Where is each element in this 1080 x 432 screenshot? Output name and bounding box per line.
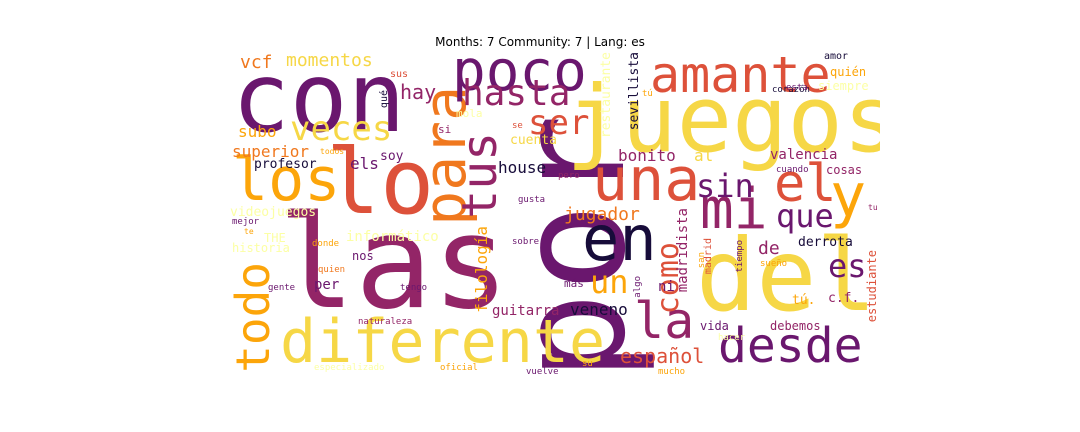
word-te: te (244, 227, 254, 236)
word-mucho: mucho (658, 367, 686, 377)
word-house: house (498, 158, 547, 177)
word-oficial: oficial (440, 363, 478, 373)
word-sevillista: sevillista (627, 52, 642, 131)
word-vida: vida (700, 319, 729, 333)
word-pero: pero (558, 171, 580, 181)
word-en: en (582, 202, 657, 275)
word-ser: ser (528, 103, 590, 143)
word-donde: donde (312, 239, 340, 249)
word-gusta: gusta (518, 195, 546, 205)
word-informático: informático (346, 229, 439, 245)
word-quién: quién (830, 65, 867, 79)
word-la: la (634, 292, 695, 350)
word-bonito: bonito (618, 146, 676, 165)
word-una: una (592, 145, 701, 215)
word-amante: amante (650, 50, 831, 104)
word-algo: algo (633, 276, 643, 298)
word-filología: filología (472, 226, 491, 313)
word-si: si (438, 123, 452, 136)
word-profesor: profesor (254, 157, 317, 172)
word-c.f.: c.f. (828, 291, 860, 306)
word-un: un (590, 263, 629, 301)
word-quien: quien (318, 265, 346, 275)
word-todo: todo (230, 262, 280, 373)
word-historia: historia (232, 241, 290, 255)
word-sus: sus (390, 69, 409, 80)
word-cuando: cuando (776, 165, 809, 175)
word-al: al (694, 146, 714, 165)
word-el: el (774, 154, 837, 214)
word-hasta: hasta (462, 73, 571, 114)
word-mi: mi (700, 177, 768, 242)
word-tus: tus (452, 132, 508, 219)
word-gente: gente (268, 283, 296, 293)
word-veneno: veneno (570, 300, 628, 319)
word-especializado: especializado (314, 363, 385, 373)
word-tiempo: tiempo (735, 240, 745, 273)
word-desde: desde (718, 318, 863, 374)
word-restaurante: restaurante (599, 52, 614, 139)
word-con: con (232, 50, 406, 154)
word-hacer: hacer (718, 333, 746, 343)
word-veces: veces (290, 109, 393, 149)
word-sueño: sueño (760, 259, 788, 269)
word-valencia: valencia (770, 147, 838, 163)
word-amor: amor (824, 51, 849, 62)
word-derrota: derrota (798, 235, 853, 250)
word-estudiante: estudiante (865, 250, 879, 323)
word-ni: ni (658, 279, 675, 295)
word-poco: poco (452, 50, 587, 104)
word-per: per (314, 277, 340, 293)
word-hay: hay (400, 80, 437, 104)
word-jugador: jugador (564, 204, 640, 225)
word-cuenta: cuenta (510, 133, 557, 148)
word-corazón: corazón (772, 85, 810, 95)
word-vcf: vcf (240, 52, 273, 73)
word-su: su (582, 359, 593, 369)
word-mola: mola (456, 107, 483, 120)
word-debemos: debemos (770, 319, 821, 333)
word-siempre: siempre (818, 79, 869, 93)
chart-title: Months: 7 Community: 7 | Lang: es (435, 35, 645, 49)
word-es: es (828, 247, 867, 285)
word-cloud: por las juegos con del lo diferente para… (230, 50, 880, 376)
word-más: más (564, 277, 584, 290)
word-mejor: mejor (232, 217, 260, 227)
word-tu: tu (868, 203, 878, 212)
word-los: los (232, 145, 341, 215)
word-se: se (512, 121, 523, 131)
word-sobre: sobre (512, 237, 540, 247)
word-els: els (350, 154, 379, 173)
word-lo: lo (326, 130, 435, 235)
word-guitarra: guitarra (492, 303, 560, 319)
word-esta: esta (786, 83, 808, 93)
word-español: español (620, 344, 705, 368)
word-superior: superior (232, 142, 310, 161)
word-cosas: cosas (826, 163, 863, 177)
word-THE: THE (264, 231, 286, 245)
word-diferente: diferente (280, 307, 606, 376)
word-sin: sin (696, 167, 754, 205)
word-madridista: madridista (675, 208, 691, 293)
word-tú-small: tú (642, 89, 653, 99)
word-san: san (697, 252, 707, 269)
word-las: las (278, 189, 510, 338)
word-de: de (758, 238, 780, 259)
word-vuelve: vuelve (526, 367, 559, 377)
word-videojuegos: videojuegos (230, 205, 317, 220)
word-naturaleza: naturaleza (358, 317, 413, 327)
word-que: que (776, 197, 834, 235)
word-qué: qué (379, 90, 390, 109)
word-soy: soy (380, 149, 404, 164)
word-y: y (830, 161, 867, 231)
word-nos: nos (352, 249, 374, 263)
word-momentos: momentos (286, 50, 373, 71)
word-tengo: tengo (400, 283, 428, 293)
word-tú.: tú. (792, 293, 816, 308)
word-juegos: juegos (566, 66, 880, 173)
word-todos: todos (320, 147, 345, 156)
word-subo: subo (238, 122, 277, 141)
word-del: del (696, 217, 877, 334)
